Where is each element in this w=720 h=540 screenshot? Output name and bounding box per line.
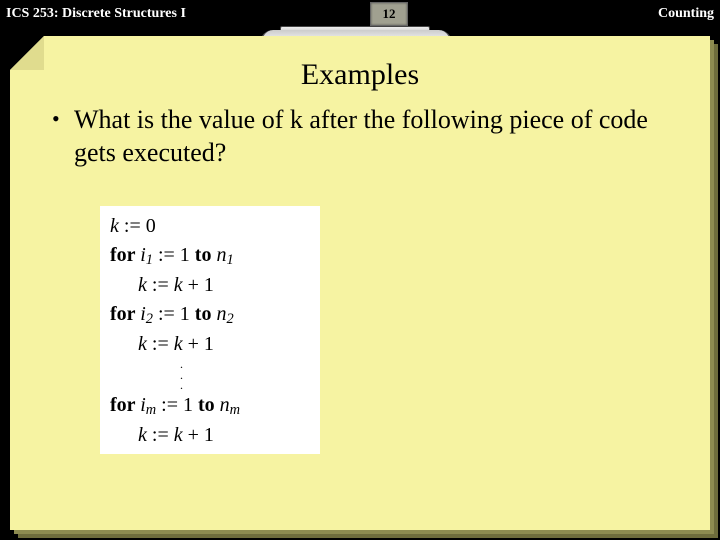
vertical-dots-icon: . (110, 359, 310, 370)
code-line: k := k + 1 (110, 330, 310, 359)
vertical-dots-icon: . (110, 380, 310, 391)
vertical-dots-icon: . (110, 370, 310, 381)
topic-label: Counting (658, 6, 714, 22)
page-fold-icon (10, 36, 44, 70)
course-title: ICS 253: Discrete Structures I (6, 6, 186, 22)
code-line: for im := 1 to nm (110, 391, 310, 421)
slide-paper: Examples • What is the value of k after … (10, 36, 710, 530)
code-line: for i1 := 1 to n1 (110, 241, 310, 271)
code-line: k := k + 1 (110, 271, 310, 300)
page-number-badge: 12 (370, 2, 408, 26)
slide-title: Examples (10, 58, 710, 92)
bullet-text: What is the value of k after the followi… (74, 104, 676, 169)
bullet-dot-icon: • (52, 104, 74, 169)
bullet-block: • What is the value of k after the follo… (52, 104, 676, 169)
code-block: k := 0 for i1 := 1 to n1 k := k + 1 for … (100, 206, 320, 454)
code-line: for i2 := 1 to n2 (110, 300, 310, 330)
code-line: k := k + 1 (110, 421, 310, 450)
code-line: k := 0 (110, 212, 310, 241)
